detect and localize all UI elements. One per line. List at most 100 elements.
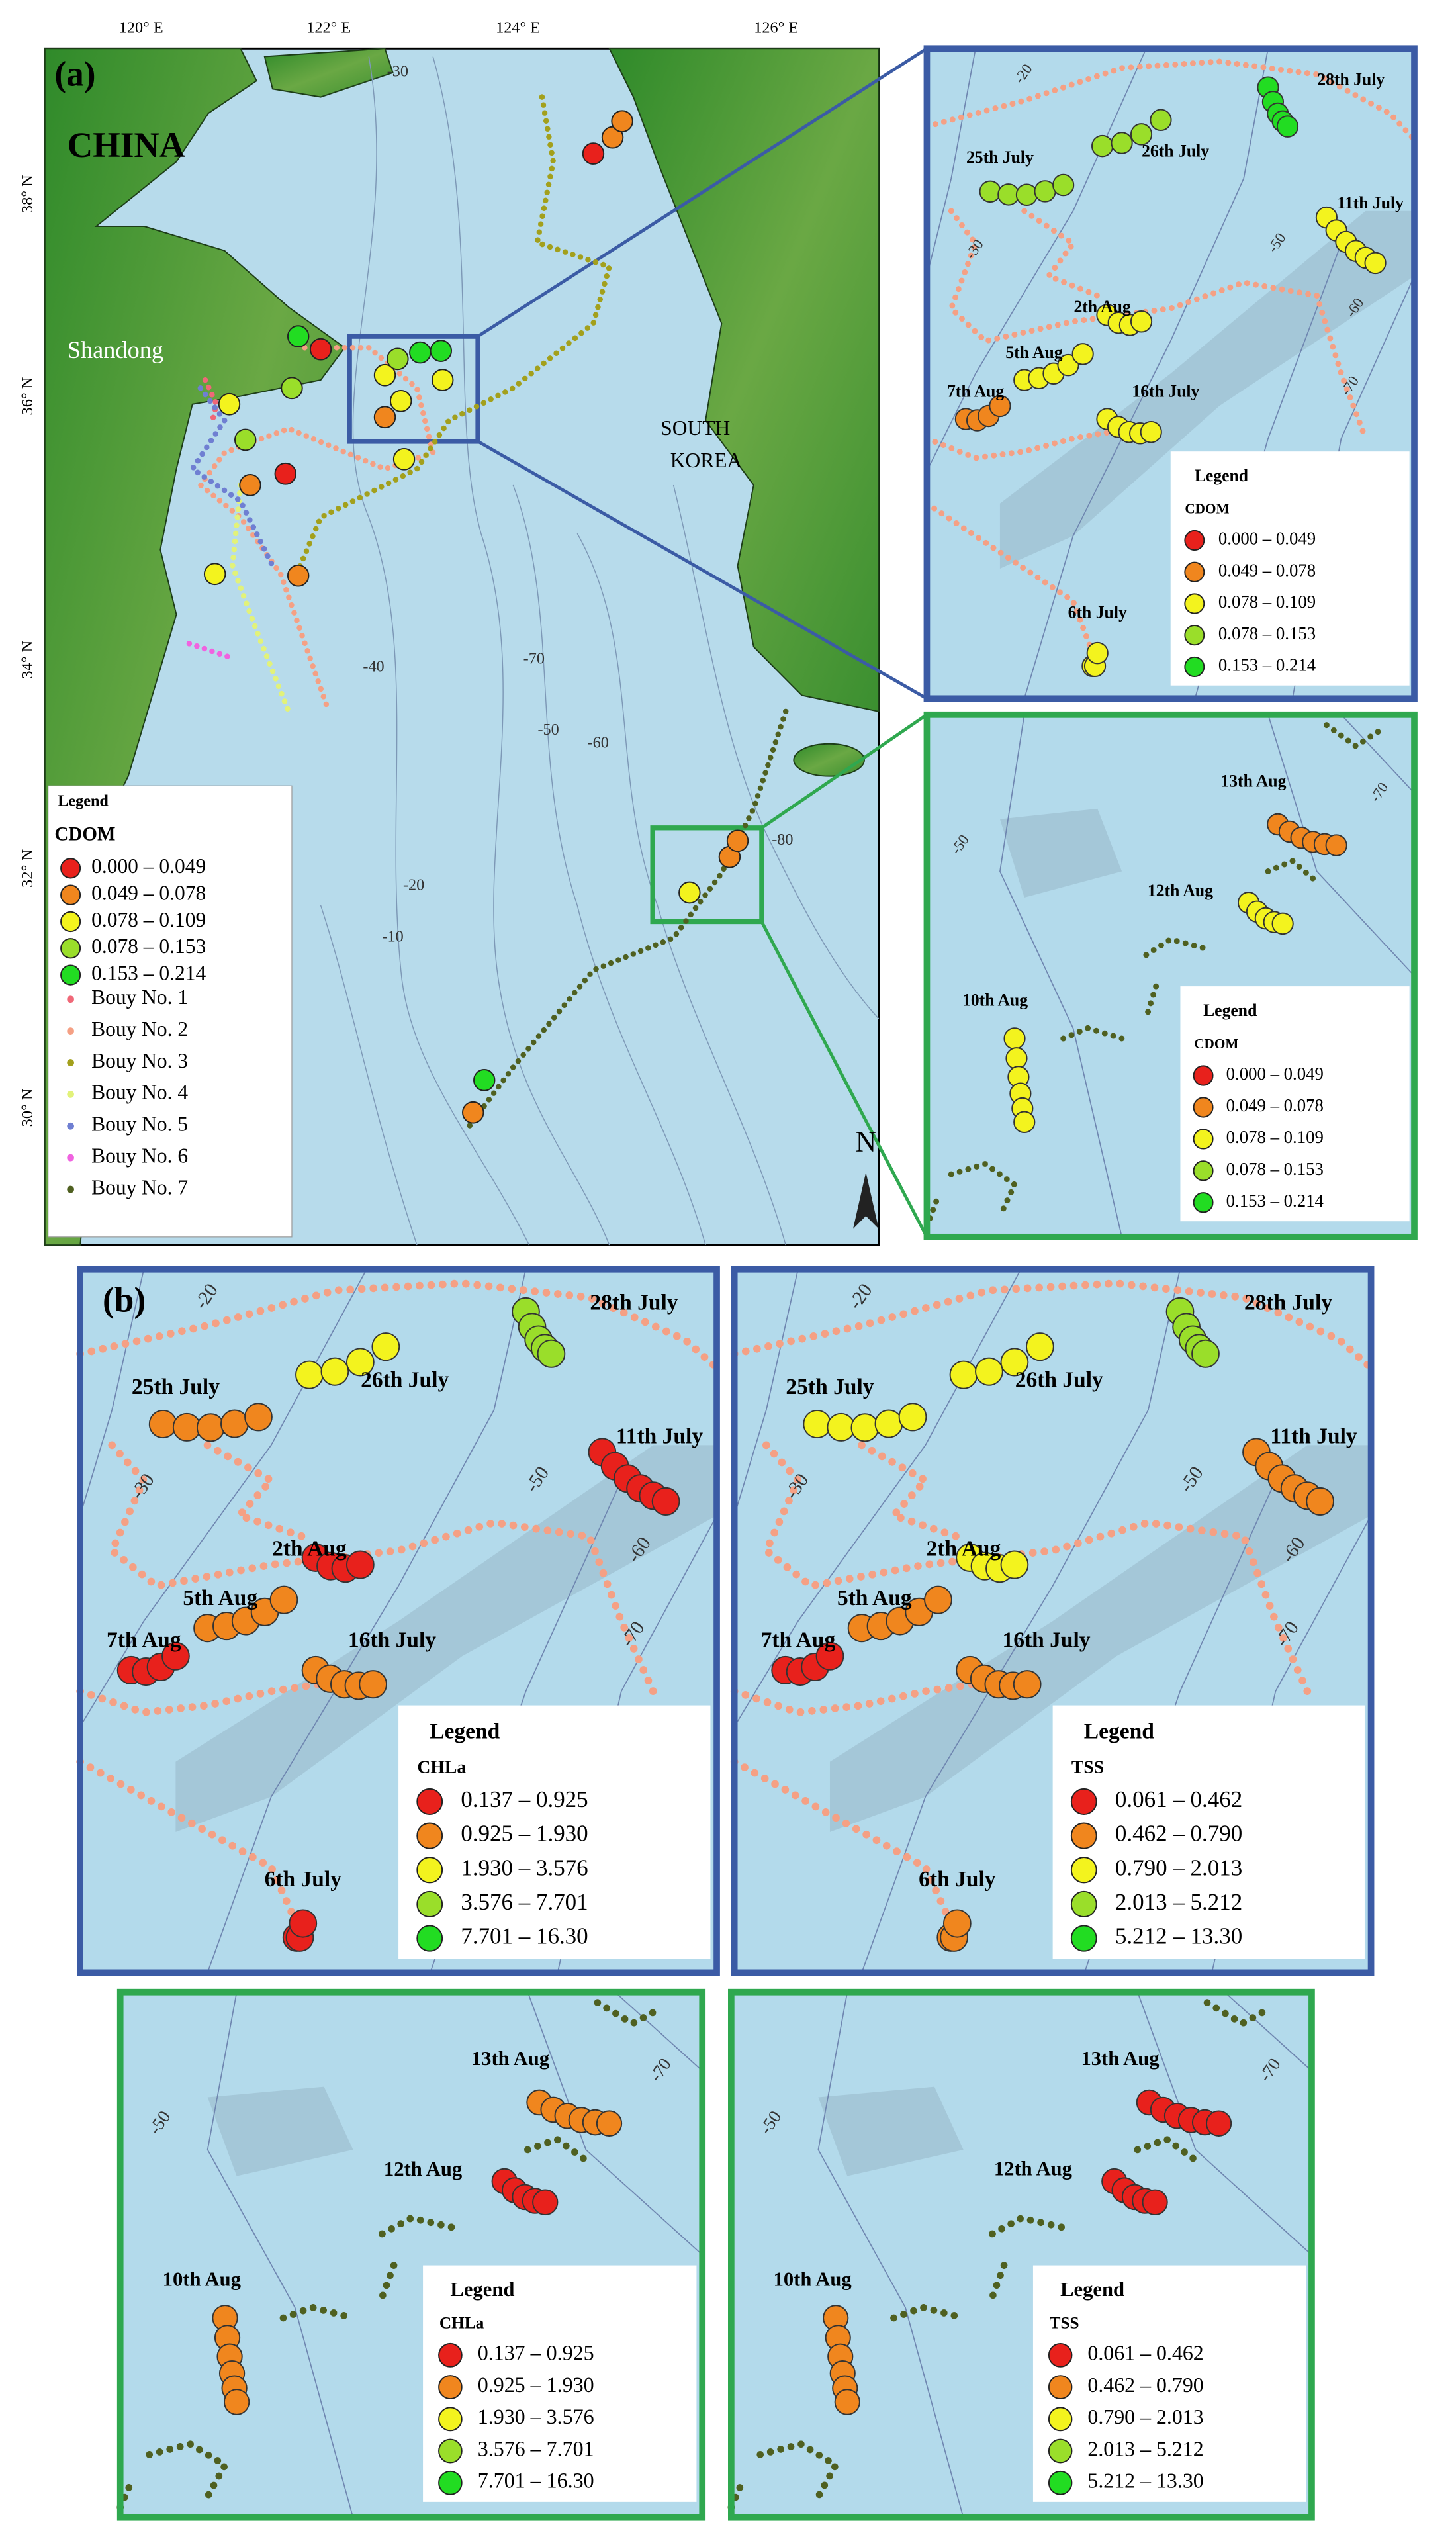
sample-point — [289, 1909, 318, 1938]
legend-label: 0.790 – 2.013 — [1087, 2405, 1203, 2428]
legend-label: Bouy No. 5 — [91, 1112, 188, 1135]
contour-label: -70 — [523, 649, 545, 667]
legend-box — [423, 2265, 697, 2502]
legend-label: 0.137 – 0.925 — [461, 1786, 588, 1812]
legend-label: 0.137 – 0.925 — [478, 2341, 594, 2365]
date-label: 7th Aug — [947, 382, 1004, 401]
buoy-track — [1021, 208, 1101, 299]
zoom-box-south — [650, 825, 764, 925]
legend-swatch — [60, 858, 81, 879]
buoy-track — [1323, 722, 1383, 750]
sample-point — [850, 1413, 880, 1442]
contour-line — [1224, 1992, 1312, 2072]
legend-variable: TSS — [1050, 2314, 1079, 2332]
sample-point — [309, 338, 332, 361]
sample-point — [462, 1101, 484, 1124]
legend-swatch — [1184, 593, 1205, 614]
contour-label: -30 — [387, 62, 408, 80]
legend-swatch — [60, 938, 81, 959]
date-label: 13th Aug — [1220, 771, 1286, 790]
legend-variable: CHLa — [439, 2314, 484, 2332]
sample-point — [1003, 1027, 1026, 1050]
contour-line — [1267, 714, 1415, 976]
lat-label: 32° N — [19, 849, 36, 888]
sample-point — [373, 406, 396, 429]
legend-swatch — [1070, 1925, 1097, 1952]
zoom-connector — [760, 713, 928, 829]
lat-label: 34° N — [19, 641, 36, 679]
legend-label: 0.153 – 0.214 — [1218, 655, 1316, 675]
place-label: SOUTH — [660, 416, 730, 439]
legend-label: 0.153 – 0.214 — [91, 961, 206, 984]
legend-label: Bouy No. 3 — [91, 1049, 188, 1072]
legend-box — [1032, 2265, 1306, 2502]
sample-point — [473, 1069, 496, 1091]
legend-swatch — [438, 2375, 463, 2400]
legend-label: Bouy No. 6 — [91, 1144, 188, 1167]
legend-label: 5.212 – 13.30 — [1087, 2469, 1203, 2493]
sample-point — [924, 1585, 952, 1614]
date-label: 6th July — [1068, 603, 1127, 622]
date-label: 10th Aug — [163, 2268, 242, 2290]
legend-label: Bouy No. 7 — [91, 1176, 188, 1199]
legend-label: Bouy No. 1 — [91, 986, 188, 1009]
legend-variable: CDOM — [1185, 500, 1229, 516]
buoy-track — [923, 500, 1101, 669]
sample-point — [390, 389, 412, 412]
legend-label: Bouy No. 2 — [91, 1017, 188, 1040]
legend-swatch — [60, 911, 81, 933]
sample-point — [234, 428, 257, 451]
buoy-track — [923, 58, 1418, 143]
buoy-track — [197, 344, 437, 715]
buoy-track — [76, 1279, 721, 1372]
contour-line — [79, 1269, 367, 1727]
contour-label: -20 — [403, 876, 424, 894]
legend-label: 0.000 – 0.049 — [1218, 529, 1316, 549]
contour-line — [206, 1992, 354, 2518]
sample-point — [1086, 641, 1109, 665]
buoy-track — [594, 1999, 665, 2028]
sample-point — [196, 1413, 225, 1442]
sample-point — [1206, 2110, 1232, 2137]
buoy-track — [186, 641, 231, 660]
buoy-track — [1265, 857, 1320, 885]
legend-variable: CDOM — [1194, 1036, 1238, 1052]
legend-swatch — [67, 995, 74, 1003]
legend-label: 0.000 – 0.049 — [1226, 1064, 1324, 1084]
legend-label: 7.701 – 16.30 — [461, 1923, 588, 1949]
legend-swatch — [1048, 2342, 1073, 2368]
inset-frame — [923, 45, 1418, 702]
legend-swatch — [67, 1091, 74, 1098]
date-label: 2th Aug — [927, 1536, 1001, 1561]
inset-frame — [728, 1988, 1315, 2521]
sample-point — [1150, 109, 1172, 132]
legend-swatch — [60, 884, 81, 905]
sample-point — [989, 394, 1011, 418]
sample-point — [1052, 173, 1075, 197]
sample-point — [320, 1357, 349, 1386]
legend-swatch — [67, 1122, 74, 1130]
sample-point — [1000, 1550, 1029, 1579]
sample-point — [1013, 1111, 1036, 1133]
buoy-track — [1134, 2135, 1199, 2164]
sample-point — [359, 1670, 387, 1699]
sample-point — [532, 2189, 559, 2216]
legend-swatch — [67, 1059, 74, 1066]
place-label: CHINA — [68, 125, 185, 165]
sample-point — [346, 1348, 375, 1377]
legend-label: 0.049 – 0.078 — [1218, 560, 1316, 580]
sample-point — [387, 347, 409, 371]
sample-point — [203, 563, 226, 586]
buoy-track — [923, 422, 1150, 461]
sample-point — [1013, 1670, 1042, 1699]
sample-point — [815, 1641, 844, 1671]
date-label: 12th Aug — [994, 2158, 1073, 2180]
contour-line — [1023, 48, 1269, 699]
lat-label: 36° N — [19, 377, 36, 416]
date-label: 26th July — [1142, 141, 1209, 160]
legend-title: Legend — [450, 2278, 514, 2301]
date-label: 13th Aug — [1081, 2047, 1160, 2070]
legend-title: Legend — [58, 792, 109, 809]
